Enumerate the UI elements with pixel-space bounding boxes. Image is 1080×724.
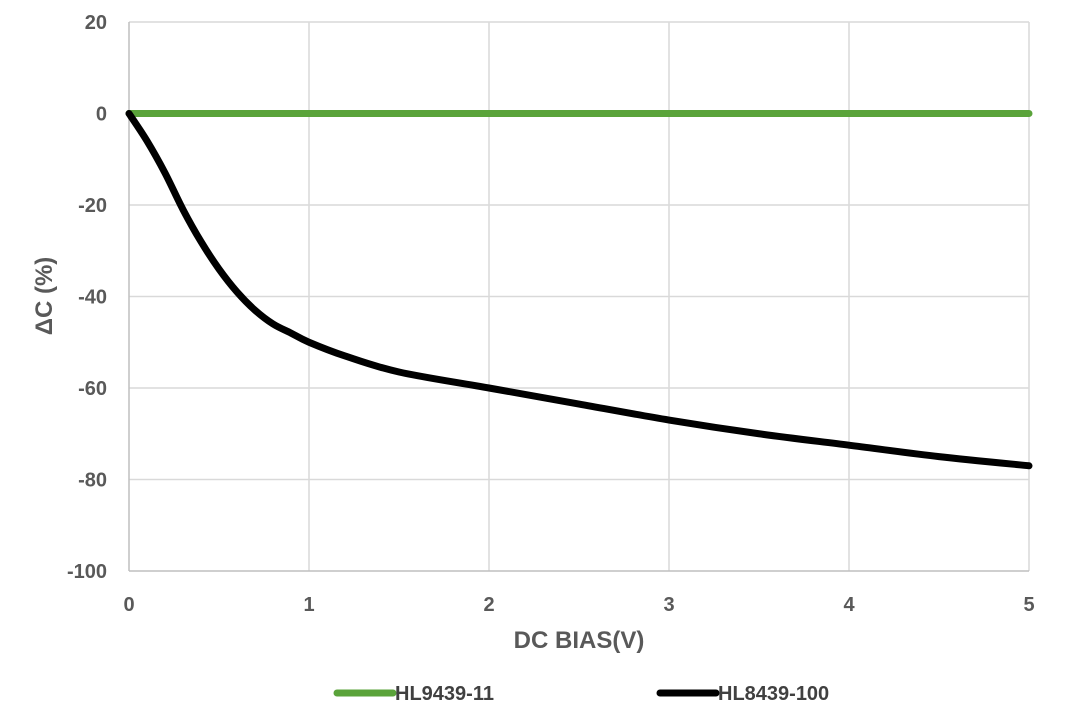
y-axis-title: ΔC (%) bbox=[31, 257, 58, 336]
y-tick-label: 20 bbox=[85, 12, 107, 34]
x-tick-label: 2 bbox=[483, 594, 494, 616]
grid bbox=[129, 21, 1030, 571]
y-tick-label: -80 bbox=[78, 470, 107, 492]
y-tick-label: 0 bbox=[96, 104, 107, 126]
legend: HL9439-11 HL8439-100 bbox=[333, 683, 829, 705]
x-tick-label: 5 bbox=[1023, 594, 1034, 616]
legend-label-1: HL8439-100 bbox=[718, 683, 829, 705]
x-tick-labels: 0 1 2 3 4 5 bbox=[123, 594, 1034, 616]
x-tick-label: 0 bbox=[123, 594, 134, 616]
series-line-1 bbox=[125, 110, 1033, 470]
y-tick-label: -60 bbox=[78, 378, 107, 400]
series-lines bbox=[125, 109, 1033, 470]
y-tick-label: -20 bbox=[78, 195, 107, 217]
y-tick-label: -100 bbox=[67, 561, 107, 583]
x-tick-label: 4 bbox=[843, 594, 855, 616]
y-tick-label: -40 bbox=[78, 287, 107, 309]
y-tick-labels: 20 0 -20 -40 -60 -80 -100 bbox=[67, 12, 107, 583]
x-tick-label: 3 bbox=[663, 594, 674, 616]
legend-label-0: HL9439-11 bbox=[395, 683, 494, 705]
x-tick-label: 1 bbox=[303, 594, 314, 616]
x-axis-title: DC BIAS(V) bbox=[514, 627, 645, 654]
